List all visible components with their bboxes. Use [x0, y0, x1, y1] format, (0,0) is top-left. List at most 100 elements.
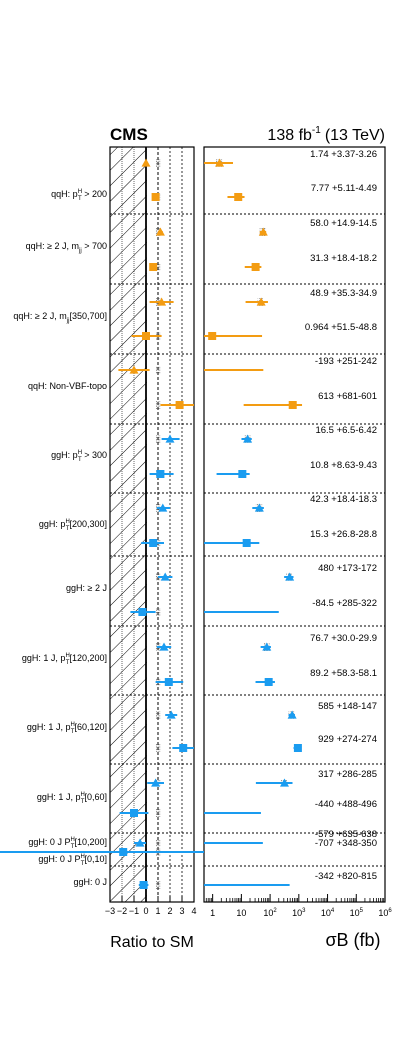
xsec-tick-label: 10	[236, 908, 246, 918]
xsec-value-label: -440 +488-496	[315, 799, 377, 810]
ratio-marker	[149, 539, 158, 547]
xsec-tick-label: 106	[378, 908, 392, 918]
bin-label: qqH: ≥ 2 J, mjj[350,700]	[13, 311, 107, 324]
ratio-marker	[165, 434, 175, 443]
ratio-marker	[175, 401, 184, 409]
xsec-value-label: -707 +348-350	[315, 838, 377, 849]
ratio-marker	[155, 227, 165, 236]
bin-label: qqH: Non-VBF-topo	[28, 381, 107, 391]
ratio-marker	[138, 608, 147, 616]
ratio-marker	[151, 193, 160, 201]
xsec-tick-label: 103	[292, 908, 306, 918]
xsec-value-label: 16.5 +6.5-6.42	[315, 425, 377, 436]
sm-uncertainty-box	[155, 881, 161, 889]
xsec-marker	[238, 470, 247, 478]
sm-uncertainty-box	[155, 711, 161, 719]
ratio-marker	[141, 158, 151, 167]
xsec-value-label: 31.3 +18.4-18.2	[310, 253, 377, 264]
xsec-tick-label: 1	[210, 908, 215, 918]
ratio-tick-label: 1	[155, 906, 160, 916]
ratio-marker	[157, 297, 167, 306]
xsec-value-label: 317 +286-285	[318, 769, 377, 780]
sm-uncertainty-box	[155, 366, 161, 374]
xsec-value-label: 7.77 +5.11-4.49	[311, 183, 377, 194]
ratio-marker	[135, 838, 145, 847]
bin-label: ggH: pH T[200,300]	[39, 519, 107, 532]
xsec-marker	[215, 158, 225, 167]
ratio-marker	[160, 572, 170, 581]
sm-uncertainty-box	[155, 263, 161, 271]
xsec-value-label: 15.3 +26.8-28.8	[310, 529, 377, 540]
ratio-marker	[139, 881, 148, 889]
ratio-tick-label: 3	[179, 906, 184, 916]
sm-uncertainty-box	[155, 839, 161, 847]
ratio-marker	[179, 744, 188, 752]
bin-label: ggH: 1 J, pH T[0,60]	[37, 792, 107, 805]
svg-text:138 fb-1(13 TeV): 138 fb-1 (13 TeV)	[267, 125, 385, 144]
xsec-marker	[293, 744, 302, 752]
bin-label: ggH: 1 J, pH T[60,120]	[27, 722, 107, 735]
ratio-tick-label: −2	[117, 906, 127, 916]
bin-label: ggH: 0 J PH T[0,10]	[38, 854, 107, 867]
hatched-region	[110, 147, 147, 902]
xsec-marker	[208, 332, 217, 340]
xsec-marker	[251, 263, 260, 271]
xsec-marker	[258, 227, 268, 236]
xsec-value-label: 48.9 +35.3-34.9	[310, 288, 377, 299]
xsec-marker	[287, 710, 297, 719]
xsec-value-label: -342 +820-815	[315, 871, 377, 882]
xsec-value-label: 0.964 +51.5-48.8	[305, 322, 377, 333]
ratio-marker	[142, 332, 150, 340]
bin-label: qqH: pH T > 200	[51, 189, 107, 202]
bin-label: qqH: ≥ 2 J, mjj > 700	[26, 241, 107, 254]
xsec-value-label: -84.5 +285-322	[312, 598, 377, 609]
xsec-value-label: 613 +681-601	[318, 391, 377, 402]
ratio-marker	[159, 642, 169, 651]
xsec-value-label: 10.8 +8.63-9.43	[310, 460, 377, 471]
xsec-tick-label: 104	[321, 908, 335, 918]
bin-label: ggH: ≥ 2 J	[66, 583, 107, 593]
xsec-value-label: 480 +173-172	[318, 563, 377, 574]
luminosity-label: 138 fb-1 (13 TeV)	[267, 125, 385, 144]
xsec-value-label: 585 +148-147	[318, 701, 377, 712]
bin-label: ggH: 1 J, pH T[120,200]	[22, 653, 107, 666]
xsec-value-label: 929 +274-274	[318, 734, 377, 745]
xsec-marker	[264, 678, 273, 686]
sm-uncertainty-box	[155, 159, 161, 167]
ratio-marker	[151, 778, 161, 787]
sm-uncertainty-box	[155, 608, 161, 616]
sm-uncertainty-box	[155, 744, 161, 752]
ratio-tick-label: 0	[143, 906, 148, 916]
ratio-tick-label: −3	[105, 906, 115, 916]
ratio-marker	[164, 678, 173, 686]
xsec-value-label: 42.3 +18.4-18.3	[310, 494, 377, 505]
xsec-marker	[234, 193, 243, 201]
ratio-marker	[129, 365, 139, 374]
xsec-marker	[262, 642, 272, 651]
xsec-value-label: -193 +251-242	[315, 356, 377, 367]
xsec-marker	[243, 434, 253, 443]
bin-label: ggH: pH T > 300	[51, 450, 107, 463]
xsec-tick-label: 102	[263, 908, 277, 918]
bin-label: ggH: 0 J PH T[10,200]	[28, 837, 107, 850]
xsec-value-label: 89.2 +58.3-58.1	[310, 668, 377, 679]
sm-uncertainty-box	[155, 435, 161, 443]
xsec-value-label: 1.74 +3.37-3.26	[310, 149, 377, 160]
xsec-marker	[254, 503, 264, 512]
xsec-marker	[285, 572, 295, 581]
xsec-marker	[242, 539, 251, 547]
xsec-value-label: 58.0 +14.9-14.5	[310, 218, 377, 229]
xsec-marker	[279, 778, 289, 787]
ratio-marker	[158, 503, 168, 512]
sm-uncertainty-box	[155, 401, 161, 409]
ratio-marker	[166, 710, 176, 719]
xsec-axis-title: σB (fb)	[325, 930, 380, 950]
ratio-tick-label: 4	[191, 906, 196, 916]
ratio-marker	[156, 470, 165, 478]
xsec-value-label: 76.7 +30.0-29.9	[310, 633, 377, 644]
sm-uncertainty-box	[155, 809, 161, 817]
cms-label: CMS	[110, 125, 148, 144]
ratio-panel	[109, 146, 195, 903]
